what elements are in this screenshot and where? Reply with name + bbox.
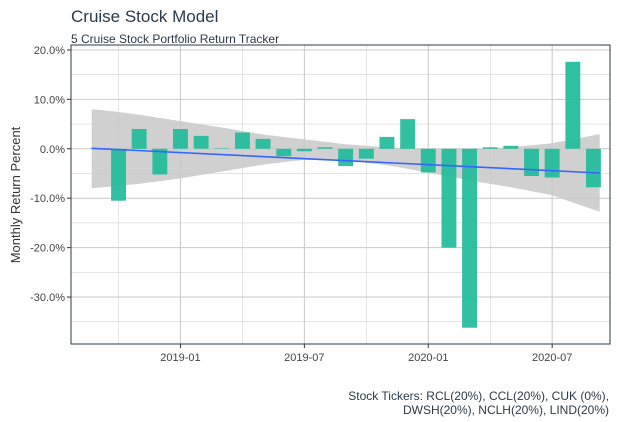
y-tick-label: 10.0%	[34, 94, 65, 106]
trend-line	[91, 147, 600, 174]
caption: Stock Tickers: RCL(20%), CCL(20%), CUK (…	[348, 389, 609, 417]
bar	[524, 148, 539, 176]
bar	[565, 61, 581, 149]
y-tick-label: 0.0%	[40, 144, 65, 156]
x-tick-label: 2019-07	[284, 352, 324, 364]
caption-line-1: Stock Tickers: RCL(20%), CCL(20%), CUK (…	[348, 389, 609, 403]
y-tick-label: 20.0%	[34, 45, 65, 57]
bar	[152, 148, 168, 175]
bar	[338, 148, 354, 167]
bar	[462, 148, 477, 328]
x-tick-label: 2020-01	[408, 352, 448, 364]
bar	[193, 135, 209, 149]
bar	[276, 148, 292, 157]
chart-subtitle: 5 Cruise Stock Portfolio Return Tracker	[71, 32, 280, 46]
bar	[379, 136, 395, 149]
bar	[214, 148, 230, 149]
y-axis-ticks: 20.0% 10.0% 0.0% -10.0% -20.0% -30.0%	[30, 45, 71, 304]
y-axis-label: Monthly Return Percent	[8, 126, 23, 263]
y-tick-label: -10.0%	[30, 193, 65, 205]
plot-border	[70, 44, 611, 345]
bar	[358, 148, 374, 159]
bar	[317, 147, 333, 149]
x-tick-label: 2019-01	[160, 352, 200, 364]
bar	[586, 148, 601, 188]
bar	[131, 129, 147, 149]
chart-title: Cruise Stock Model	[71, 7, 219, 26]
x-axis-ticks: 2019-01 2019-07 2020-01 2020-07	[160, 344, 572, 364]
y-tick-label: -20.0%	[30, 243, 65, 255]
bar	[441, 148, 457, 248]
bar	[255, 138, 271, 149]
bar	[544, 148, 560, 178]
trend-line-group	[91, 147, 600, 174]
caption-line-2: DWSH(20%), NCLH(20%), LIND(20%)	[402, 403, 609, 417]
bar	[420, 148, 436, 173]
bar	[173, 129, 188, 149]
x-tick-label: 2020-07	[532, 352, 572, 364]
bar	[400, 119, 416, 149]
plot-panel	[71, 45, 610, 344]
bar	[503, 145, 519, 149]
bar	[111, 148, 126, 201]
bar	[296, 148, 312, 152]
bar	[482, 147, 498, 149]
y-tick-label: -30.0%	[30, 292, 65, 304]
bar	[235, 132, 250, 149]
